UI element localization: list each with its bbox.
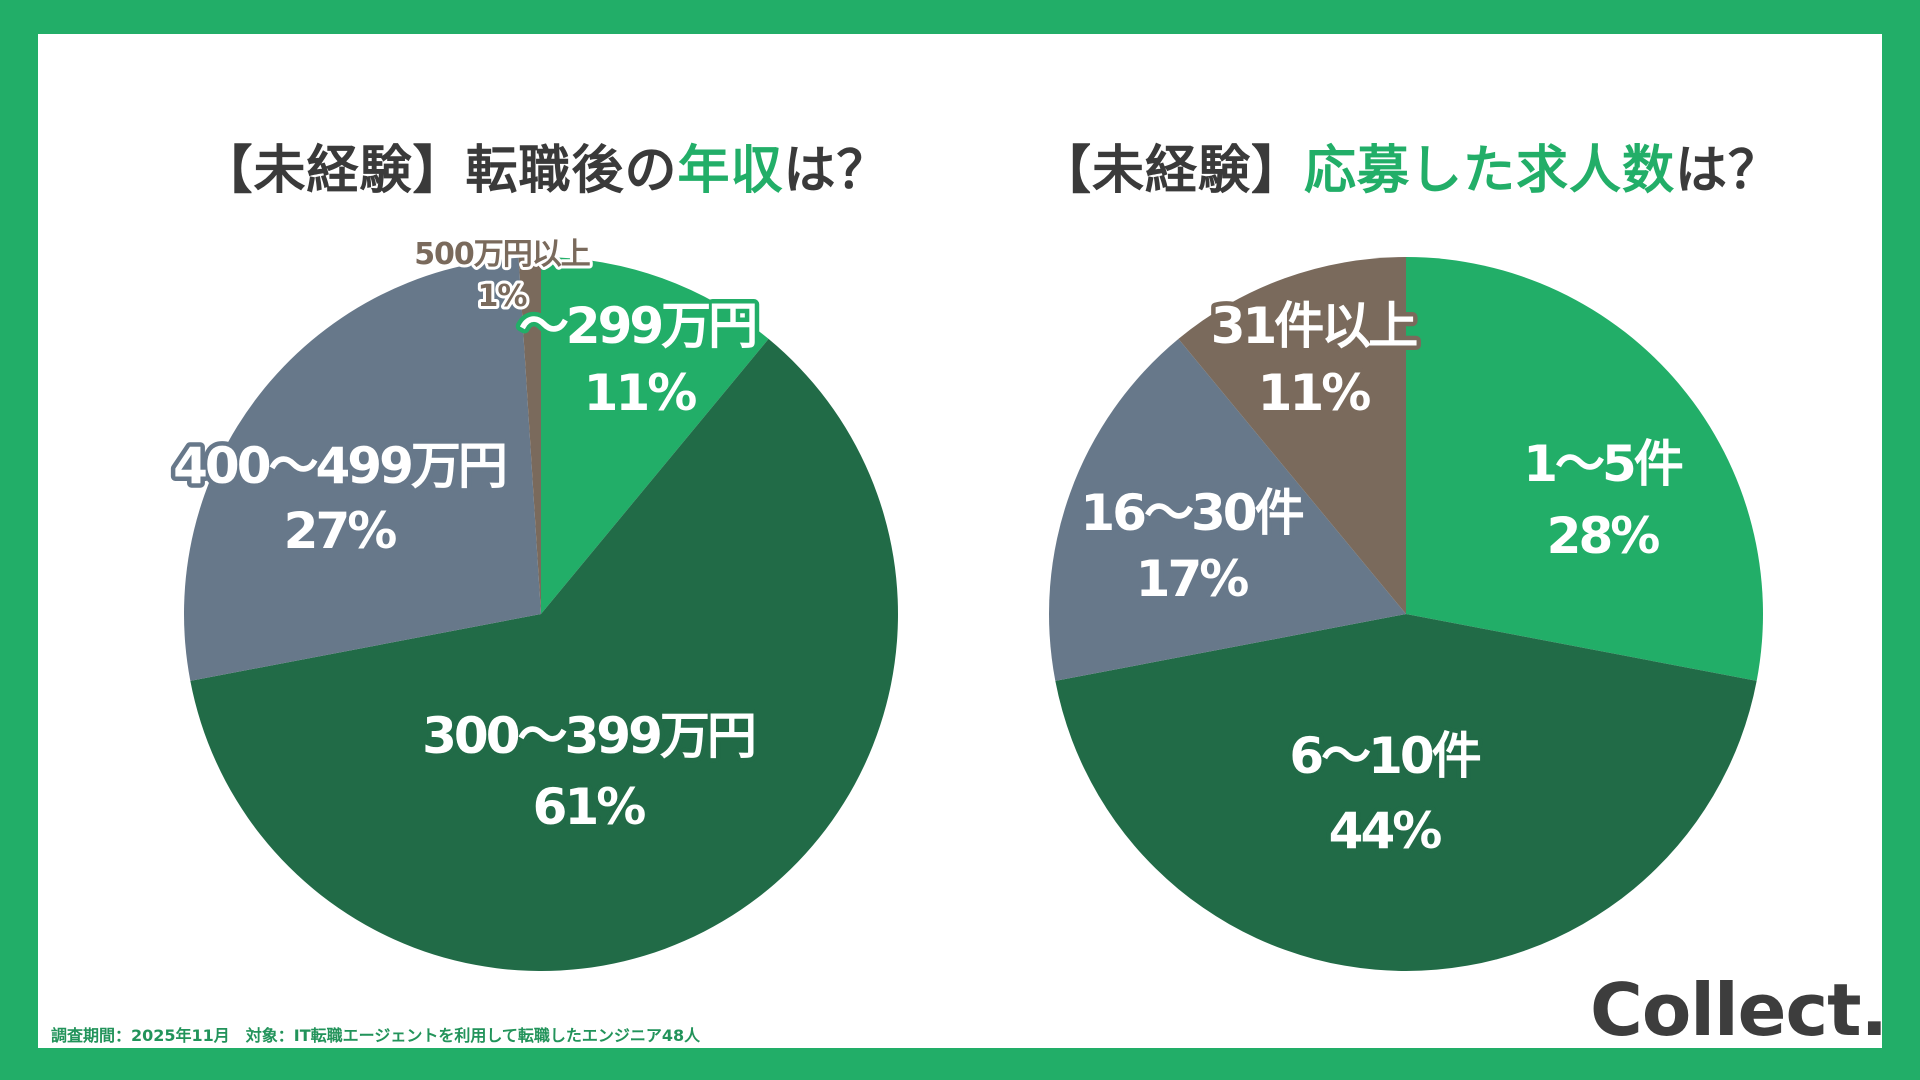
right-pie [1049,257,1763,971]
pie-slice-1 [541,257,769,614]
pie-slice-4 [1178,257,1406,614]
title-highlight: 応募した求人数 [1303,141,1676,201]
right-chart-title: 【未経験】応募した求人数は？ [1039,128,1781,203]
right-pie-labels: 1〜5件 28% 6〜10件 44% 16〜30件 17% 31件以上 11% [1076,293,1690,865]
slice-label-value: 61% [533,778,646,836]
left-pie [184,257,899,971]
slice-label-value: 28% [1547,507,1660,565]
title-highlight: 年収 [677,141,784,201]
title-suffix: は？ [1675,141,1782,201]
slice-label-category: 300〜399万円 [422,707,754,765]
pie-slice-2 [1055,614,1757,971]
slice-label-category: 31件以上 [1211,297,1418,355]
pie-slice-2 [190,338,899,971]
slice-label-value: 11% [1258,364,1371,422]
left-chart-title: 【未経験】転職後の年収は？ [200,128,889,203]
slice-label-category: 〜299万円 [519,297,755,355]
pie-slice-3 [184,257,541,681]
slice-label-category: 6〜10件 [1289,727,1480,785]
survey-footnote: 調査期間：2025年11月 対象：IT転職エージェントを利用して転職したエンジニ… [51,1026,701,1045]
pie-slice-3 [1049,338,1406,681]
slice-label-category: 1〜5件 [1523,435,1683,493]
slice-label-value: 11% [584,364,697,422]
left-pie-labels: 〜299万円 11% 300〜399万円 61% 400〜499万円 27% 5… [169,234,763,841]
pie-slice-1 [1406,257,1763,681]
slice-label-category: 16〜30件 [1080,484,1303,542]
slice-label-category: 400〜499万円 [173,437,505,495]
collect-logo: Collect. [1590,968,1888,1052]
slice-label-value: 1% [478,279,528,314]
slice-label-value: 27% [284,502,397,560]
title-suffix: は？ [783,141,890,201]
slice-label-value: 44% [1329,802,1442,860]
title-prefix: 【未経験】 [1038,141,1304,201]
title-prefix: 【未経験】転職後の [200,141,678,201]
slice-label-category: 500万円以上 [414,237,590,272]
slice-label-value: 17% [1136,550,1249,608]
pie-slice-4 [518,257,541,614]
